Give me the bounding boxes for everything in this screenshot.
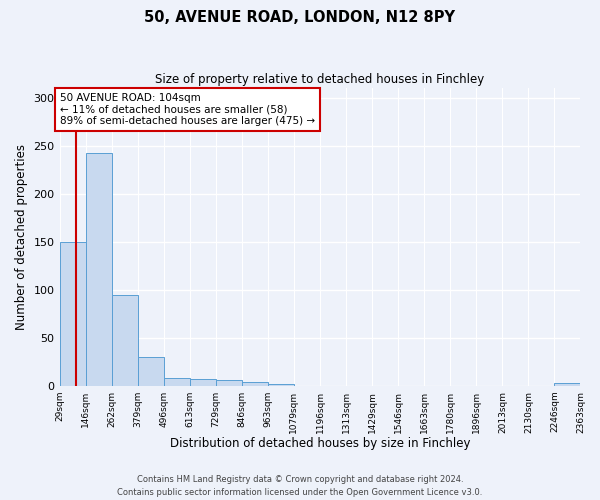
Bar — [216, 380, 242, 386]
Bar — [137, 357, 164, 386]
Bar — [554, 383, 581, 386]
Text: Contains HM Land Registry data © Crown copyright and database right 2024.
Contai: Contains HM Land Registry data © Crown c… — [118, 476, 482, 497]
Bar — [268, 384, 294, 386]
Bar — [164, 378, 190, 386]
Title: Size of property relative to detached houses in Finchley: Size of property relative to detached ho… — [155, 72, 485, 86]
Bar — [190, 379, 216, 386]
Bar — [86, 154, 112, 386]
Text: 50, AVENUE ROAD, LONDON, N12 8PY: 50, AVENUE ROAD, LONDON, N12 8PY — [145, 10, 455, 25]
X-axis label: Distribution of detached houses by size in Finchley: Distribution of detached houses by size … — [170, 437, 470, 450]
Bar — [112, 294, 137, 386]
Y-axis label: Number of detached properties: Number of detached properties — [15, 144, 28, 330]
Text: 50 AVENUE ROAD: 104sqm
← 11% of detached houses are smaller (58)
89% of semi-det: 50 AVENUE ROAD: 104sqm ← 11% of detached… — [60, 93, 315, 126]
Bar — [242, 382, 268, 386]
Bar — [59, 242, 86, 386]
